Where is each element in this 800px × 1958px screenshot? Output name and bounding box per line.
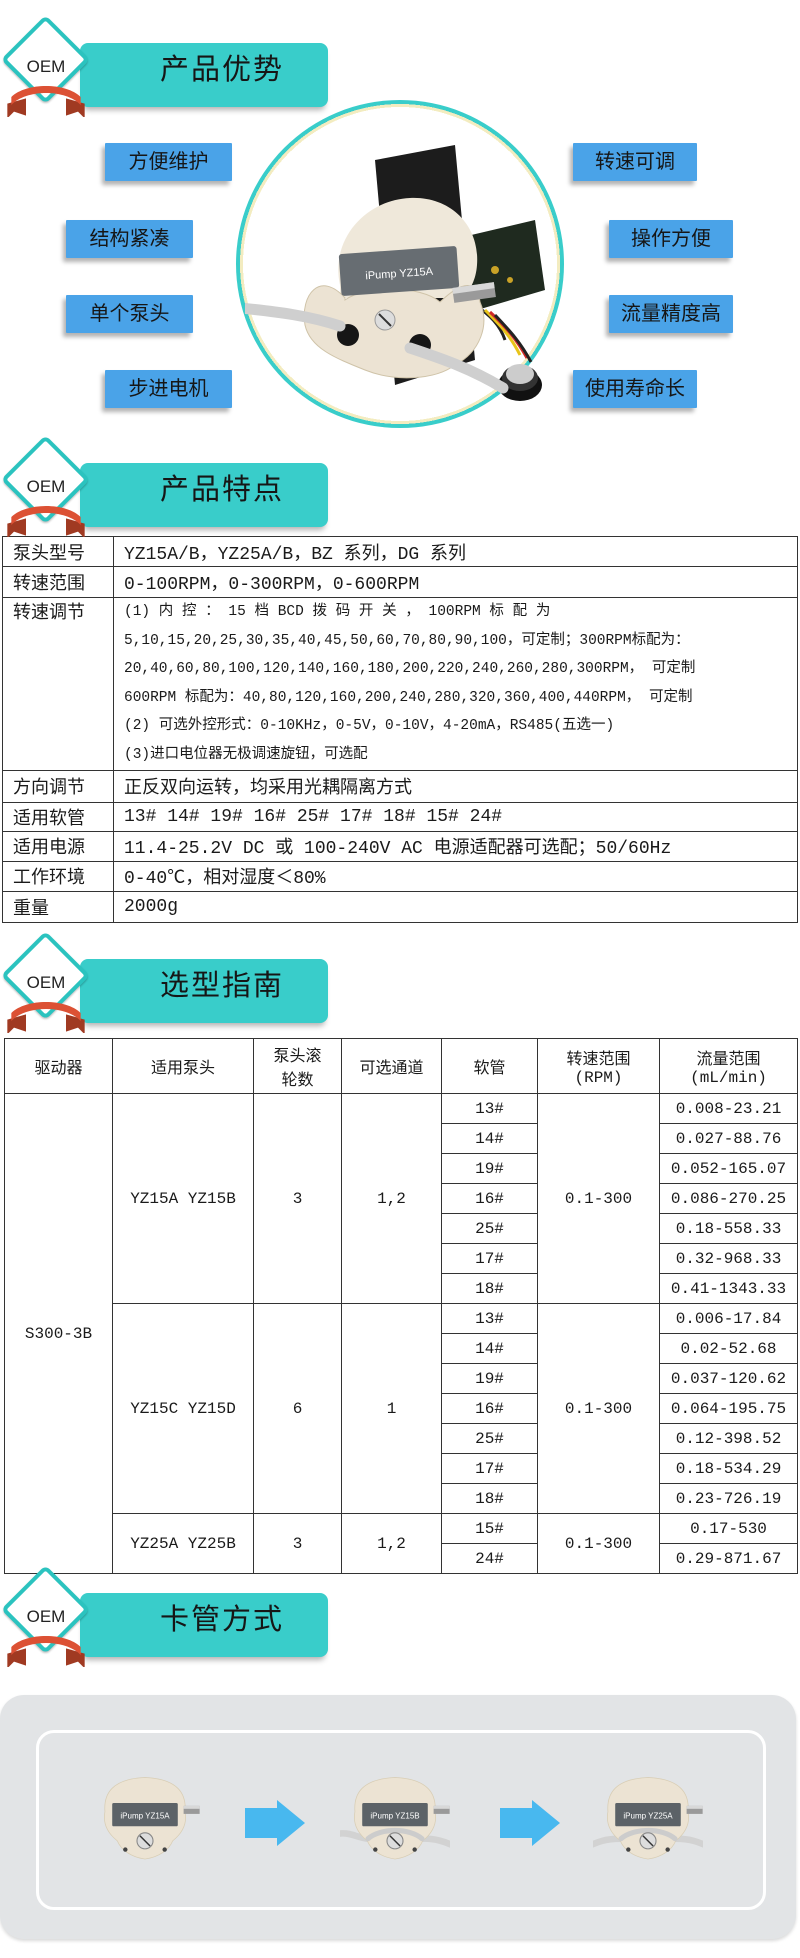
svg-text:iPump YZ15A: iPump YZ15A [120,1811,170,1820]
svg-text:iPump YZ15B: iPump YZ15B [370,1811,419,1820]
svg-text:iPump YZ25A: iPump YZ25A [623,1811,673,1820]
